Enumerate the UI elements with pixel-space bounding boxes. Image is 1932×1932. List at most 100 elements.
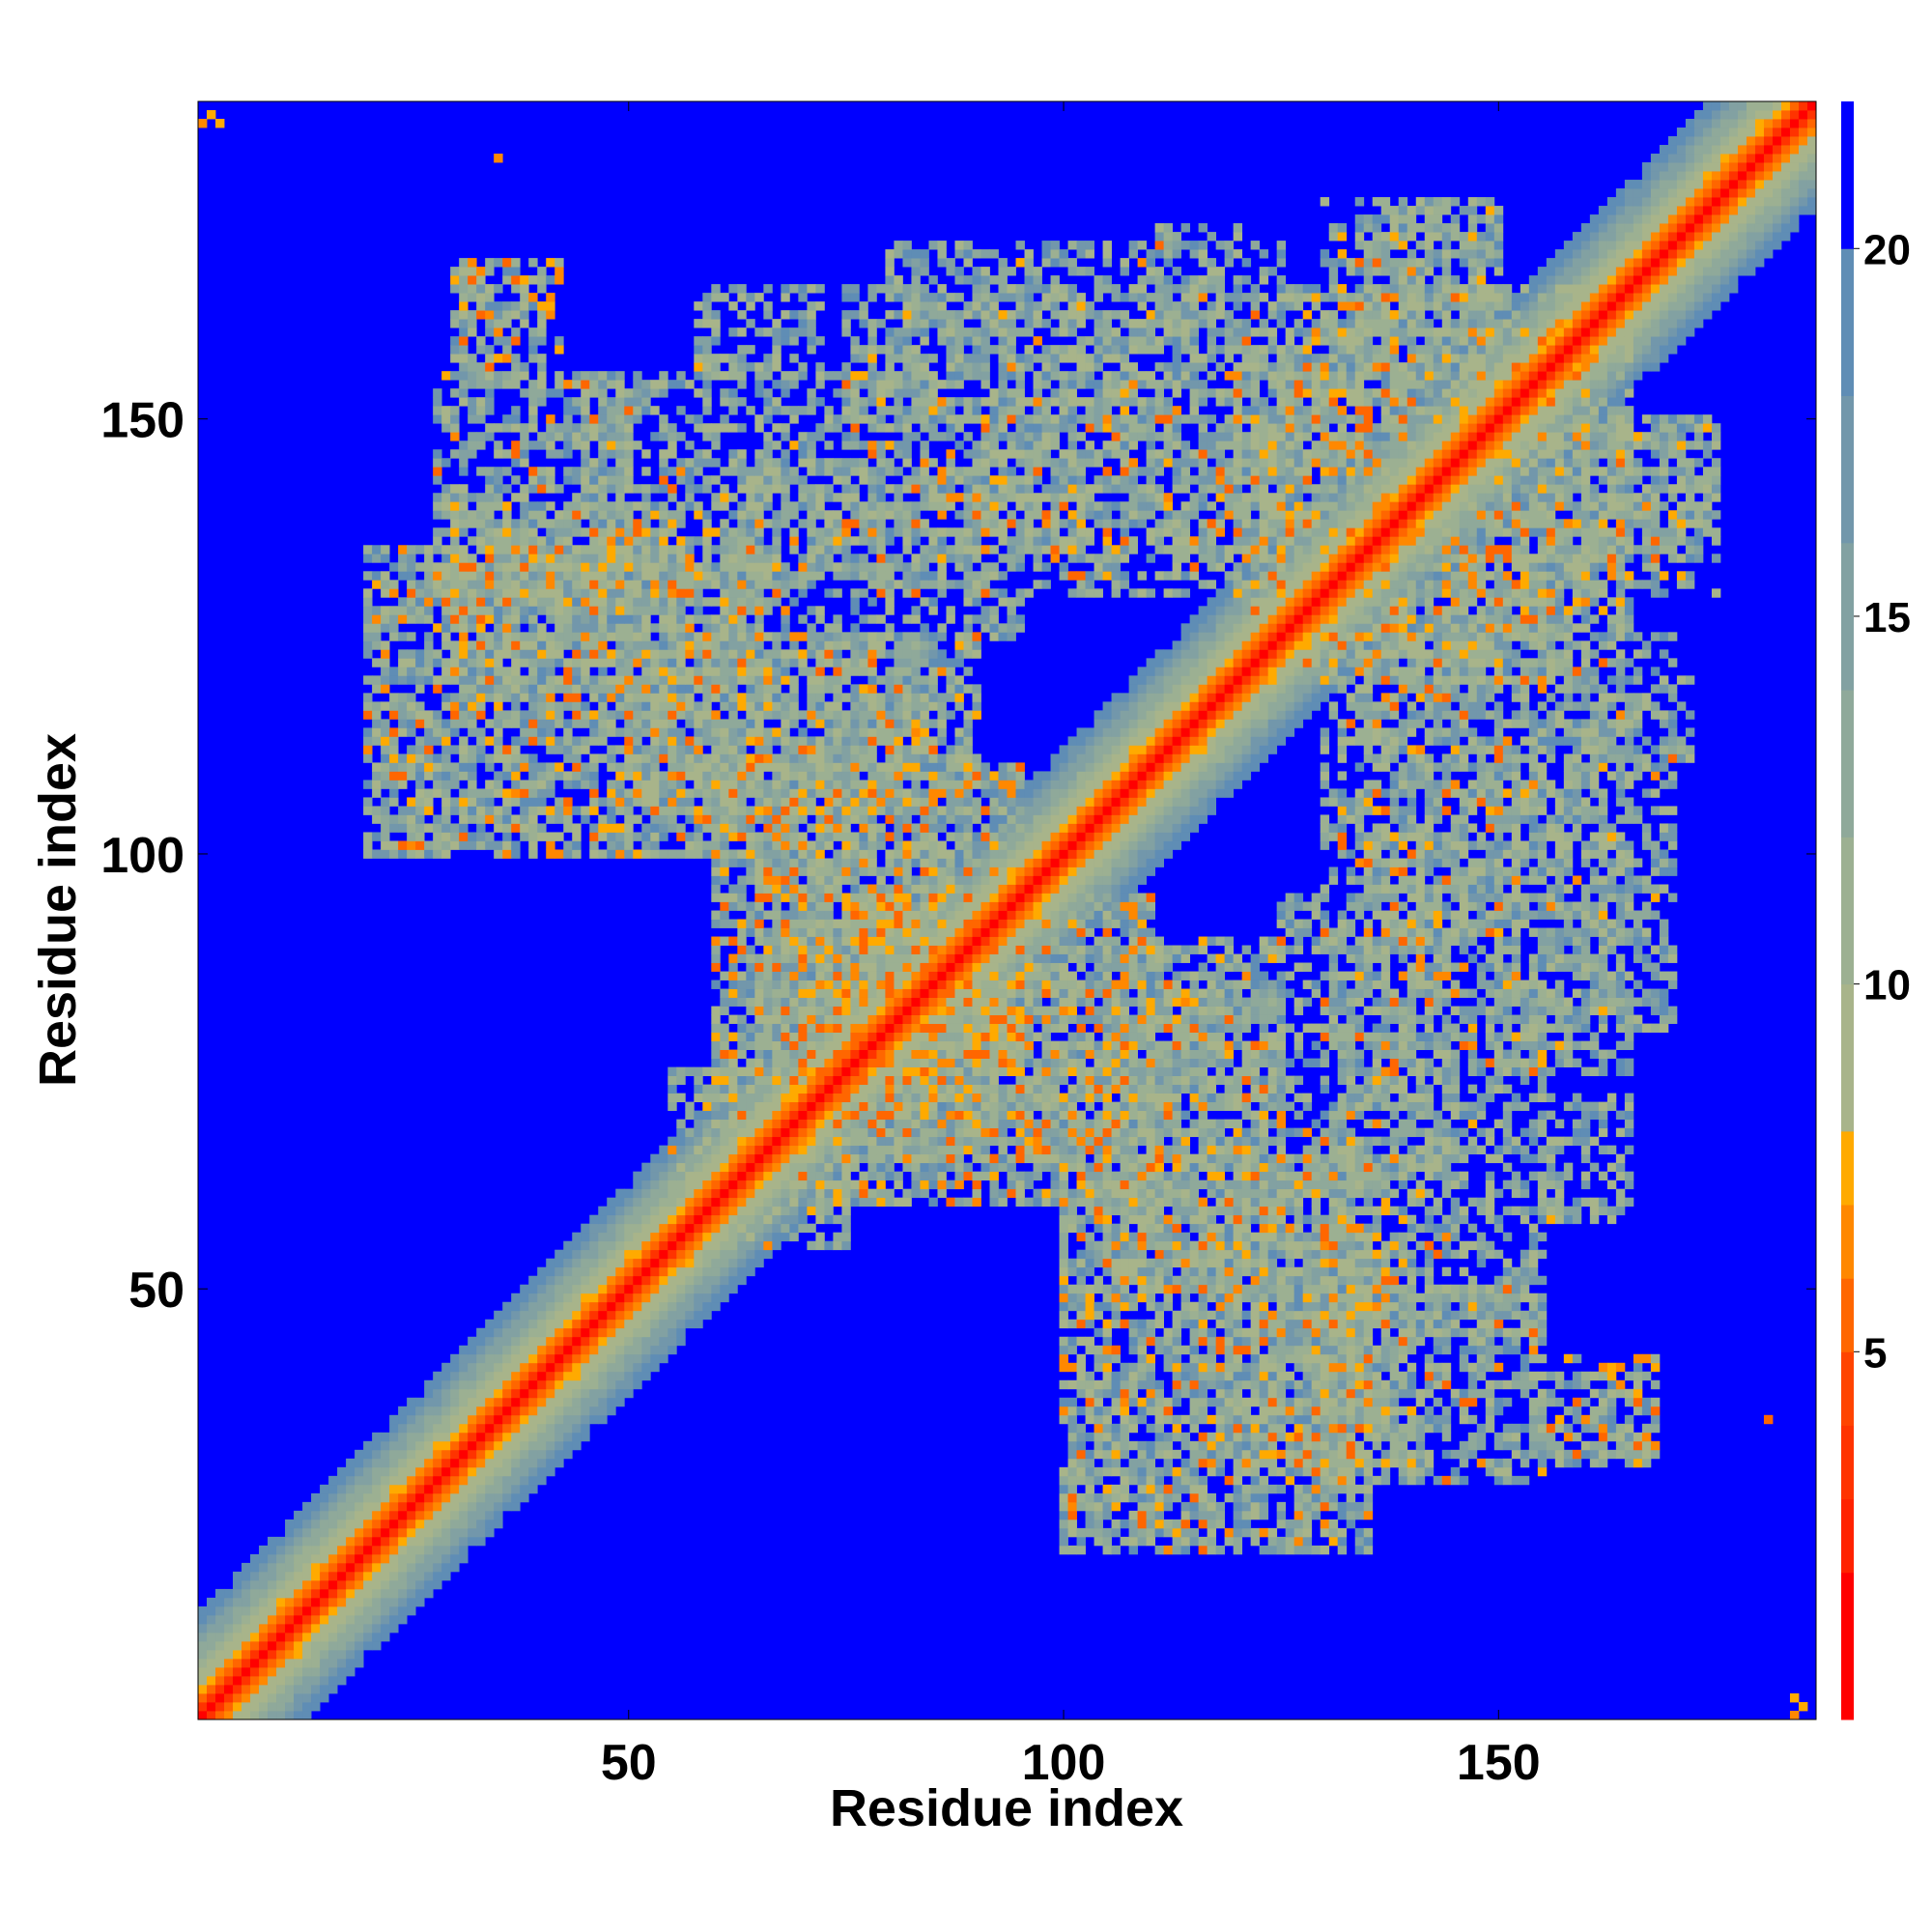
heatmap-cell	[1311, 1197, 1321, 1208]
heatmap-cell	[1137, 1240, 1147, 1251]
heatmap-cell	[668, 1066, 677, 1077]
heatmap-cell	[1537, 1397, 1548, 1407]
heatmap-cell	[424, 1406, 434, 1416]
heatmap-cell	[1154, 1049, 1164, 1059]
heatmap-cell	[1163, 1240, 1174, 1251]
heatmap-cell	[1389, 1058, 1400, 1067]
heatmap-cell	[624, 1362, 634, 1373]
heatmap-cell	[737, 1066, 747, 1077]
heatmap-cell	[1224, 1179, 1235, 1190]
heatmap-cell	[476, 1336, 486, 1347]
heatmap-cell	[1433, 1301, 1443, 1312]
heatmap-cell	[1293, 1179, 1304, 1190]
heatmap-cell	[1137, 1171, 1147, 1181]
heatmap-cell	[1154, 1040, 1164, 1050]
heatmap-cell	[598, 1310, 608, 1321]
heatmap-cell	[720, 1232, 729, 1242]
heatmap-cell	[372, 1527, 382, 1538]
heatmap-cell	[1476, 1371, 1487, 1381]
heatmap-cell	[1302, 1406, 1313, 1416]
heatmap-cell	[1320, 1188, 1330, 1199]
heatmap-cell	[1111, 1032, 1121, 1041]
heatmap-cell	[1337, 1223, 1348, 1234]
heatmap-cell	[1233, 1145, 1243, 1155]
heatmap-cell	[389, 1562, 399, 1573]
heatmap-cell	[633, 1266, 642, 1277]
heatmap-cell	[1102, 1136, 1112, 1147]
heatmap-cell	[1137, 1458, 1147, 1468]
heatmap-cell	[259, 1579, 269, 1590]
heatmap-cell	[1563, 1214, 1574, 1225]
heatmap-cell	[668, 1336, 677, 1347]
heatmap-cell	[1528, 1171, 1539, 1181]
heatmap-cell	[1137, 1110, 1147, 1121]
heatmap-cell	[468, 1475, 477, 1486]
heatmap-cell	[1189, 1240, 1200, 1251]
heatmap-cell	[1007, 1136, 1016, 1147]
heatmap-cell	[1215, 1319, 1226, 1329]
heatmap-cell	[694, 1162, 703, 1173]
heatmap-cell	[633, 1362, 642, 1373]
heatmap-cell	[233, 1614, 242, 1625]
heatmap-cell	[346, 1475, 355, 1486]
heatmap-cell	[1050, 1075, 1060, 1086]
heatmap-cell	[668, 1319, 677, 1329]
heatmap-cell	[1154, 1058, 1164, 1067]
heatmap-cell	[1293, 1414, 1304, 1425]
heatmap-cell	[1415, 1310, 1426, 1321]
heatmap-cell	[1633, 1432, 1643, 1442]
heatmap-cell	[1137, 1101, 1147, 1112]
heatmap-cell	[1067, 1406, 1077, 1416]
heatmap-cell	[1380, 1119, 1391, 1129]
heatmap-cell	[1076, 1032, 1086, 1041]
heatmap-cell	[259, 1666, 269, 1677]
heatmap-cell	[1450, 1327, 1461, 1338]
heatmap-cell	[1207, 1536, 1217, 1547]
heatmap-cell	[1285, 1519, 1295, 1529]
heatmap-cell	[1259, 1084, 1269, 1094]
heatmap-cell	[1293, 1284, 1304, 1294]
heatmap-cell	[242, 1597, 251, 1607]
heatmap-cell	[754, 1084, 764, 1094]
heatmap-cell	[1528, 1040, 1539, 1050]
heatmap-cell	[894, 1049, 903, 1059]
heatmap-cell	[876, 1136, 886, 1147]
heatmap-cell	[546, 1310, 555, 1321]
heatmap-cell	[1485, 1179, 1495, 1190]
heatmap-cell	[841, 1232, 851, 1242]
heatmap-cell	[581, 1414, 590, 1425]
heatmap-cell	[754, 1162, 764, 1173]
heatmap-cell	[1415, 1458, 1426, 1468]
heatmap-cell	[650, 1188, 660, 1199]
heatmap-cell	[302, 1588, 312, 1599]
heatmap-cell	[424, 1527, 434, 1538]
heatmap-cell	[276, 1666, 286, 1677]
heatmap-cell	[1137, 1162, 1147, 1173]
heatmap-cell	[1128, 1492, 1138, 1503]
heatmap-cell	[476, 1475, 486, 1486]
heatmap-cell	[1163, 1153, 1174, 1164]
heatmap-cell	[276, 1632, 286, 1642]
heatmap-cell	[554, 1362, 564, 1373]
heatmap-cell	[1511, 1040, 1521, 1050]
heatmap-cell	[528, 1423, 538, 1434]
heatmap-cell	[1302, 1179, 1313, 1190]
heatmap-cell	[737, 1093, 747, 1103]
heatmap-cell	[1389, 1440, 1400, 1451]
heatmap-cell	[450, 1527, 460, 1538]
heatmap-cell	[963, 1136, 973, 1147]
heatmap-cell	[1024, 1032, 1034, 1041]
heatmap-cell	[1424, 1066, 1435, 1077]
heatmap-cell	[972, 1040, 981, 1050]
heatmap-cell	[563, 1449, 573, 1460]
heatmap-cell	[1050, 1188, 1060, 1199]
heatmap-cell	[1415, 1223, 1426, 1234]
heatmap-cell	[1606, 1145, 1617, 1155]
heatmap-cell	[624, 1310, 634, 1321]
heatmap-cell	[1163, 1197, 1174, 1208]
heatmap-cell	[311, 1640, 321, 1651]
heatmap-cell	[1511, 1440, 1521, 1451]
heatmap-cell	[1493, 1397, 1504, 1407]
heatmap-cell	[1102, 1188, 1112, 1199]
heatmap-cell	[772, 1084, 781, 1094]
